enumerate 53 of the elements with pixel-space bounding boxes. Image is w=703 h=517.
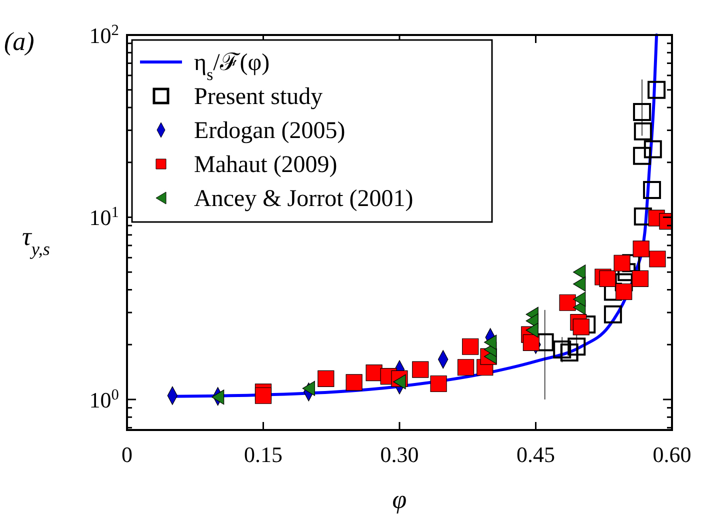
point [212,390,224,405]
legend-label: Erdogan (2005) [194,118,346,144]
x-tick-label: 0 [122,442,132,467]
text: (a) [4,27,34,56]
point [614,254,630,272]
point [573,276,586,292]
point [634,122,652,140]
legend-label: η$_{s}$/ℱ(φ) [194,50,270,84]
point [462,338,479,355]
point [648,80,666,99]
point [522,334,540,351]
point [430,375,447,392]
point [616,283,632,300]
point [484,334,497,350]
point [553,340,572,359]
point [573,292,586,307]
legend-label: Ancey & Jorrot (2001) [194,186,414,212]
x-tick-label: 0.15 [244,442,282,467]
point [412,361,429,378]
point [560,344,578,362]
x-tick-label: 0.45 [516,442,555,467]
point [536,333,554,352]
point [634,207,652,226]
x-axis-title: φ [392,485,407,514]
point [573,264,586,280]
y-axis-title: τ$_{y,s}$ [22,222,50,259]
point [604,305,622,324]
point [644,140,662,158]
point [568,338,586,356]
point [393,374,406,390]
point [632,270,649,287]
point [346,374,362,391]
legend-label: Mahaut (2009) [194,152,338,178]
point [318,370,334,388]
point [599,270,616,287]
x-tick-label: 0.60 [652,442,692,467]
point [633,102,652,121]
x-tick-label: 0.30 [380,442,419,467]
point [633,146,652,165]
point [458,359,474,376]
point [572,318,590,336]
point [254,387,272,404]
point [526,322,538,338]
point [649,250,666,268]
point [632,240,650,258]
legend-label: Present study [194,84,323,110]
point [643,181,662,200]
point [302,380,315,396]
point [366,364,382,382]
point [559,294,576,311]
y-tick-label: 10$^{1}$ [89,204,119,230]
y-tick-label: 10$^{0}$ [89,386,120,412]
y-tick-label: 10$^{2}$ [89,22,119,48]
